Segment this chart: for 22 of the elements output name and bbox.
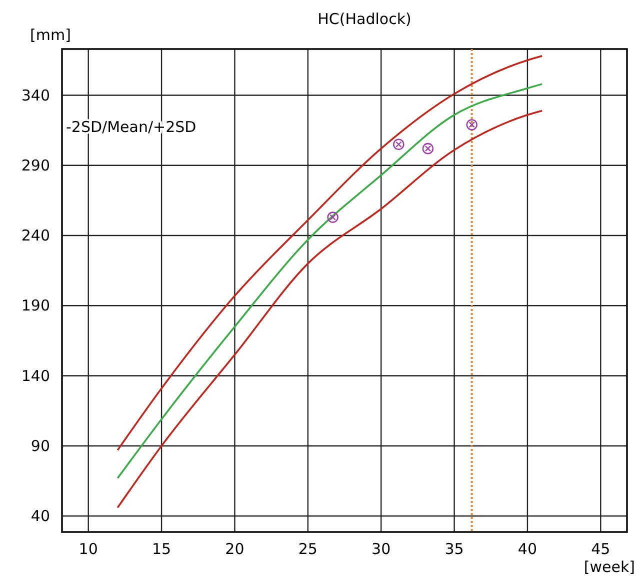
y-tick-label: 340 — [21, 86, 50, 104]
y-axis-title: [mm] — [30, 26, 71, 44]
chart-title: HC(Hadlock) — [318, 10, 412, 28]
point — [466, 119, 478, 130]
y-tick-label: 140 — [21, 366, 50, 385]
x-tick-label: 35 — [444, 540, 464, 558]
x-tick-label: 20 — [225, 540, 244, 558]
point — [393, 138, 404, 150]
y-tick-label: 240 — [21, 226, 50, 245]
y-tick-label: 40 — [30, 507, 50, 526]
y-tick-label: 290 — [21, 156, 50, 174]
point — [422, 142, 434, 154]
x-tick-label: 40 — [518, 540, 538, 558]
x-tick-label: 25 — [298, 540, 318, 558]
y-tick-label: 190 — [21, 296, 50, 315]
x-tick-label: 15 — [152, 540, 172, 558]
x-tick-label: 45 — [591, 540, 610, 558]
x-axis-title: [week] — [584, 558, 635, 576]
x-tick-label: 10 — [78, 540, 98, 558]
y-tick-label: 90 — [30, 436, 50, 455]
point — [327, 212, 338, 223]
x-tick-label: 30 — [372, 540, 391, 558]
